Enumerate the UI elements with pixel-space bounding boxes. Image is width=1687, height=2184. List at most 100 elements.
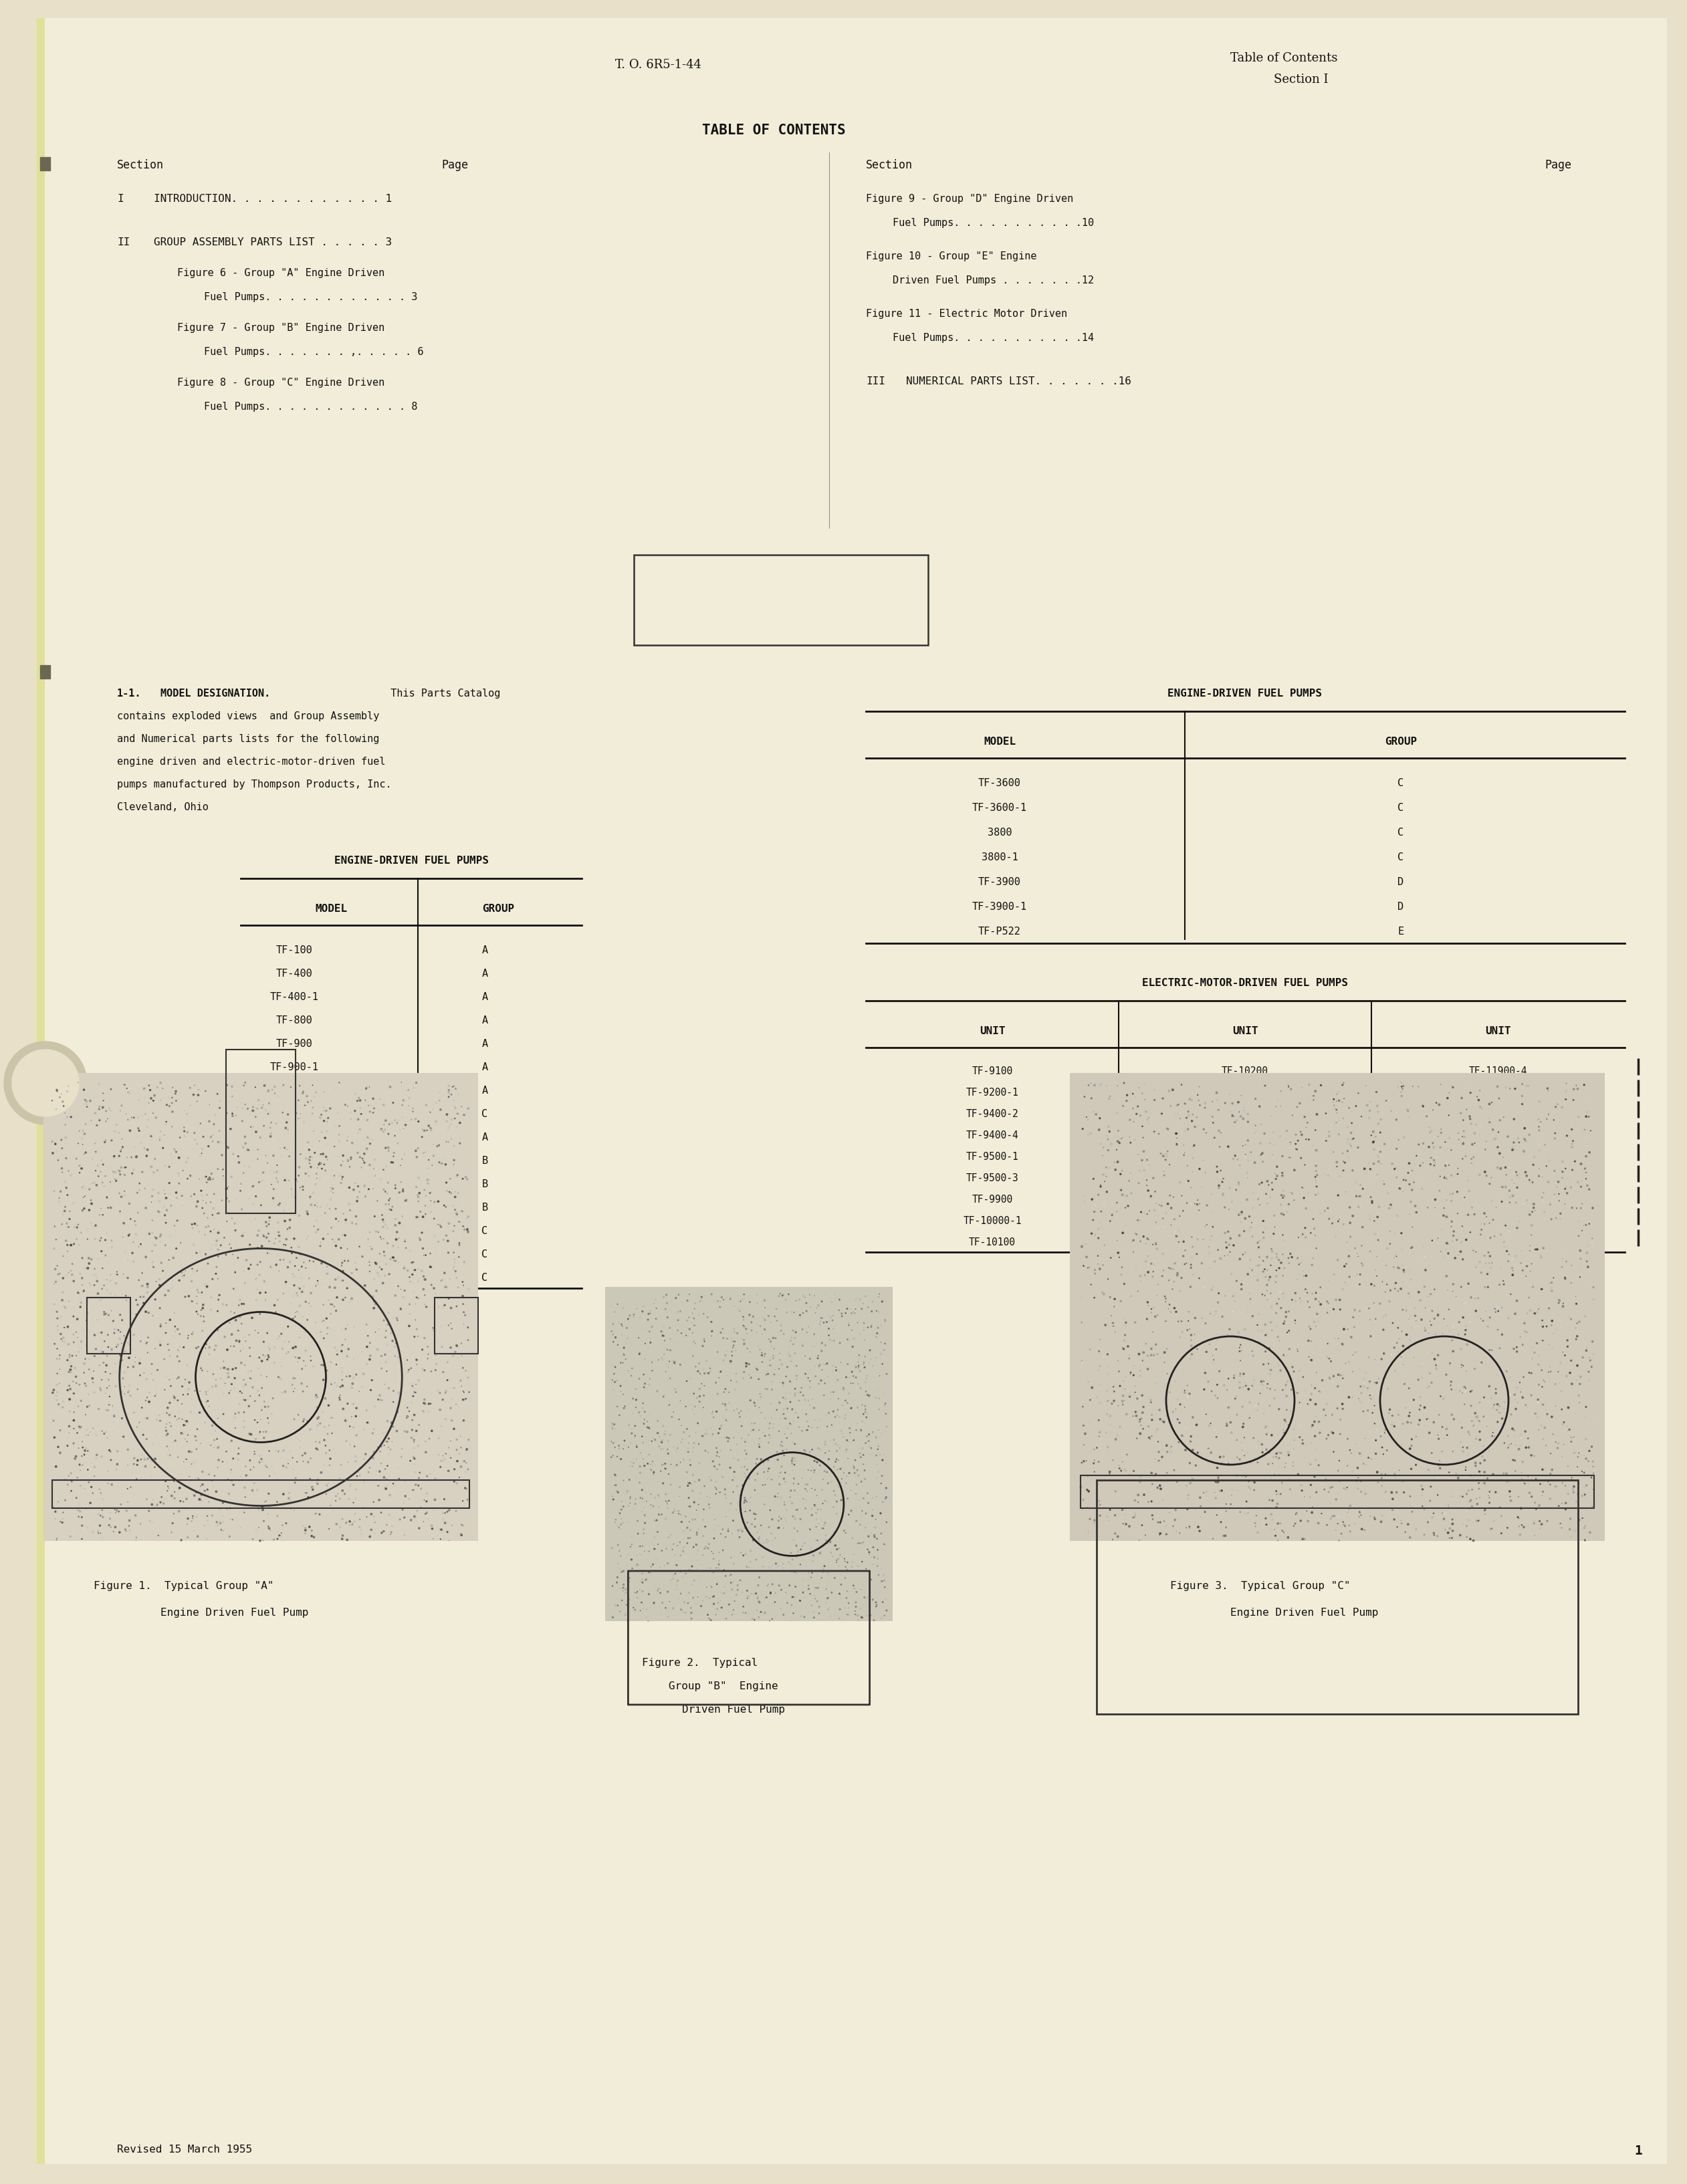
Point: [1517, 1293, 1544, 1328]
Point: [133, 1398, 160, 1433]
Point: [1533, 1396, 1560, 1431]
Point: [1569, 1186, 1596, 1221]
Point: [1466, 1455, 1493, 1489]
Point: [270, 1192, 297, 1227]
Point: [1267, 1291, 1294, 1326]
Point: [612, 1575, 639, 1610]
Point: [612, 1572, 639, 1607]
Point: [1399, 1068, 1426, 1103]
Point: [422, 1275, 449, 1310]
Point: [687, 1372, 714, 1406]
Point: [402, 1101, 428, 1136]
Point: [196, 1389, 223, 1424]
Point: [1166, 1273, 1193, 1308]
Point: [368, 1496, 395, 1531]
Point: [341, 1361, 368, 1396]
Point: [825, 1293, 852, 1328]
Point: [390, 1492, 417, 1527]
Point: [810, 1555, 837, 1590]
Point: [221, 1396, 248, 1431]
Point: [1117, 1125, 1144, 1160]
Point: [663, 1280, 690, 1315]
Point: [435, 1112, 462, 1147]
Point: [395, 1295, 422, 1330]
Point: [285, 1345, 312, 1380]
Text: A: A: [482, 1085, 488, 1096]
Point: [113, 1494, 140, 1529]
Point: [700, 1555, 727, 1590]
Point: [88, 1476, 115, 1511]
Point: [1458, 1149, 1485, 1184]
Point: [128, 1230, 155, 1265]
Point: [1378, 1127, 1405, 1162]
Point: [1178, 1083, 1205, 1118]
Point: [1485, 1151, 1512, 1186]
Point: [1264, 1258, 1291, 1293]
Point: [64, 1208, 91, 1243]
Point: [1142, 1457, 1169, 1492]
Point: [1414, 1099, 1441, 1133]
Point: [364, 1465, 391, 1500]
Point: [420, 1310, 447, 1345]
Point: [1338, 1319, 1365, 1354]
Point: [391, 1500, 418, 1535]
Point: [641, 1520, 668, 1555]
Point: [282, 1339, 309, 1374]
Point: [1294, 1334, 1321, 1369]
Point: [682, 1286, 709, 1321]
Point: [818, 1324, 845, 1358]
Point: [1105, 1241, 1132, 1275]
Point: [214, 1068, 241, 1103]
Point: [855, 1378, 882, 1413]
Point: [599, 1411, 626, 1446]
Point: [1331, 1275, 1358, 1310]
Point: [1324, 1391, 1351, 1426]
Point: [447, 1450, 474, 1485]
Point: [1205, 1083, 1232, 1118]
Point: [795, 1382, 822, 1417]
Point: [737, 1382, 764, 1417]
Point: [1292, 1210, 1319, 1245]
Point: [736, 1551, 763, 1586]
Point: [1567, 1168, 1594, 1203]
Point: [705, 1361, 732, 1396]
Point: [147, 1225, 174, 1260]
Point: [69, 1179, 96, 1214]
Point: [96, 1099, 123, 1133]
Point: [1107, 1450, 1134, 1485]
Point: [842, 1457, 869, 1492]
Point: [236, 1444, 263, 1479]
Point: [329, 1245, 356, 1280]
Point: [1420, 1341, 1447, 1376]
Point: [629, 1485, 656, 1520]
Point: [1147, 1516, 1174, 1551]
Point: [1549, 1380, 1576, 1415]
Point: [181, 1479, 208, 1514]
Point: [1397, 1396, 1424, 1431]
Point: [452, 1297, 479, 1332]
Point: [850, 1376, 877, 1411]
Point: [727, 1317, 754, 1352]
Text: Fuel Pumps. . . . . . . . . . .14: Fuel Pumps. . . . . . . . . . .14: [892, 332, 1093, 343]
Point: [1363, 1422, 1390, 1457]
Point: [811, 1348, 838, 1382]
Point: [378, 1079, 405, 1114]
Point: [820, 1422, 847, 1457]
Point: [108, 1374, 135, 1409]
Point: [245, 1489, 272, 1524]
Point: [609, 1345, 636, 1380]
Point: [617, 1542, 644, 1577]
Point: [1260, 1439, 1287, 1474]
Point: [1314, 1286, 1341, 1321]
Point: [781, 1441, 808, 1476]
Point: [152, 1227, 179, 1262]
Point: [1122, 1393, 1149, 1428]
Point: [280, 1256, 307, 1291]
Point: [697, 1529, 724, 1564]
Point: [769, 1428, 796, 1463]
Point: [840, 1568, 867, 1603]
Point: [1508, 1066, 1535, 1101]
Point: [697, 1481, 724, 1516]
Point: [57, 1520, 84, 1555]
Point: [830, 1439, 857, 1474]
